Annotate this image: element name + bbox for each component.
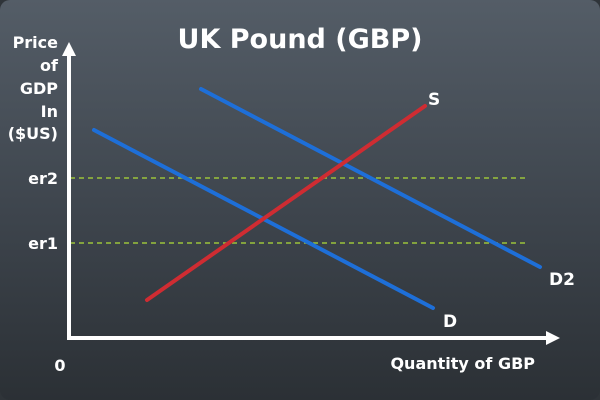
y-axis-label-line-3: GDP [20, 79, 58, 98]
y-axis-arrowhead [62, 42, 76, 56]
demand-curve-label: D [443, 312, 457, 332]
origin-label: 0 [54, 356, 65, 375]
supply-curve-s [145, 104, 427, 302]
supply-curve-label: S [428, 90, 440, 110]
er1-label: er1 [28, 234, 58, 253]
demand-curve-2-label: D2 [549, 270, 575, 290]
y-axis-label-line-1: Price [13, 33, 59, 52]
y-axis-label-line-2: of [40, 56, 59, 75]
y-axis-label-line-4: In [41, 102, 58, 121]
x-axis-label: Quantity of GBP [390, 354, 535, 373]
diagram-title: UK Pound (GBP) [178, 24, 423, 55]
er2-label: er2 [28, 169, 58, 188]
demand-curve-d2 [199, 87, 542, 269]
x-axis-arrowhead [546, 331, 560, 345]
y-axis-label-line-5: ($US) [8, 124, 58, 143]
